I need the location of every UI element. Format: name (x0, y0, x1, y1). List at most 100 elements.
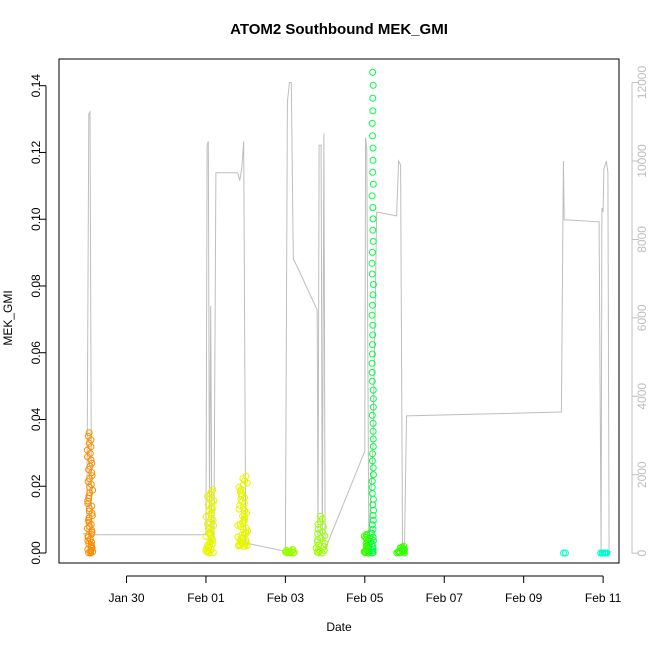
data-point (368, 377, 376, 385)
data-point (237, 485, 245, 493)
data-point (369, 525, 377, 533)
data-point (368, 119, 376, 127)
right-tick-label: 8000 (635, 226, 649, 253)
plot-frame (58, 58, 620, 564)
data-point (368, 368, 376, 376)
data-point (368, 311, 376, 319)
data-point (321, 540, 329, 547)
data-point (369, 427, 377, 435)
data-point (242, 536, 250, 544)
data-point (369, 144, 377, 152)
x-tick-label: Feb 01 (187, 591, 225, 605)
x-tick-label: Feb 09 (505, 591, 543, 605)
data-point (369, 395, 377, 403)
data-point (241, 477, 249, 485)
data-point (369, 537, 377, 545)
data-point (87, 543, 95, 551)
data-point (84, 500, 92, 507)
data-point (368, 359, 376, 367)
y-tick-label: 0.12 (29, 140, 43, 164)
data-point (369, 516, 377, 524)
data-point (204, 525, 212, 533)
y-tick-label: 0.04 (29, 407, 43, 431)
data-point (368, 259, 376, 267)
data-point (368, 529, 376, 537)
chart-title: ATOM2 Southbound MEK_GMI (230, 21, 448, 38)
data-point (369, 107, 377, 115)
data-point (206, 495, 214, 502)
data-point (369, 168, 377, 176)
data-point (368, 192, 376, 200)
data-point (368, 411, 376, 419)
data-point (234, 533, 242, 541)
data-point (369, 545, 377, 553)
secondary-trace-layer (82, 82, 612, 555)
data-point (85, 492, 93, 500)
data-point (316, 512, 324, 520)
data-point (84, 525, 91, 532)
data-point (288, 546, 296, 554)
x-tick-label: Feb 03 (267, 591, 305, 605)
data-point (369, 180, 377, 188)
data-point (210, 497, 218, 505)
data-point (393, 549, 401, 557)
right-tick-label: 2000 (635, 461, 649, 488)
data-point (368, 270, 376, 278)
data-point (239, 481, 247, 489)
data-point (368, 457, 376, 465)
y-tick-label: 0.02 (29, 474, 43, 498)
data-point (315, 541, 323, 549)
x-tick-label: Jan 30 (109, 591, 145, 605)
y-tick-label: 0.08 (29, 274, 43, 298)
x-tick-label: Feb 05 (346, 591, 384, 605)
data-point (368, 477, 376, 485)
right-tick-label: 10000 (635, 144, 649, 178)
data-point (85, 429, 93, 437)
data-point (369, 443, 377, 450)
data-point (603, 549, 611, 557)
data-point (242, 472, 250, 480)
data-point (363, 530, 371, 538)
data-point (369, 386, 377, 394)
data-point (369, 291, 377, 299)
data-point (368, 489, 376, 497)
x-axis: Jan 30 Feb 01 Feb 03 Feb 05 Feb 07 Feb 09 Feb … (109, 575, 622, 605)
data-point (369, 471, 377, 479)
data-point (369, 321, 377, 329)
data-point (369, 281, 377, 288)
data-point (561, 549, 569, 557)
data-point (370, 506, 377, 514)
data-point (369, 533, 377, 541)
y-tick-label: 0.06 (29, 341, 43, 365)
data-point (368, 248, 376, 256)
data-point (85, 505, 93, 512)
data-point (369, 68, 377, 76)
data-point (369, 132, 376, 140)
data-point (369, 495, 377, 503)
data-point (368, 521, 376, 529)
points-layer (83, 68, 611, 557)
data-point (369, 435, 377, 443)
data-point (369, 81, 377, 89)
data-point (601, 549, 608, 557)
data-point (369, 511, 377, 519)
y-tick-label: 0.14 (29, 74, 43, 98)
right-tick-label: 6000 (635, 304, 649, 331)
secondary-trace-line (82, 82, 612, 555)
data-point (209, 486, 217, 494)
data-point (368, 350, 376, 358)
y-axis-left: 0.00 0.02 0.04 0.06 0.08 0.10 0.12 0.14 (29, 74, 47, 565)
data-point (88, 538, 95, 546)
y-axis-right: 0 2000 4000 6000 8000 10000 12000 (631, 66, 649, 557)
data-point (369, 204, 377, 211)
data-point (369, 215, 377, 223)
data-point (368, 540, 376, 548)
data-point (88, 459, 96, 467)
y-tick-label: 0.00 (29, 541, 43, 565)
data-point (400, 542, 408, 550)
x-tick-label: Feb 07 (426, 591, 464, 605)
right-tick-label: 0 (635, 550, 649, 557)
data-point (87, 443, 95, 451)
x-tick-label: Feb 11 (585, 591, 622, 605)
